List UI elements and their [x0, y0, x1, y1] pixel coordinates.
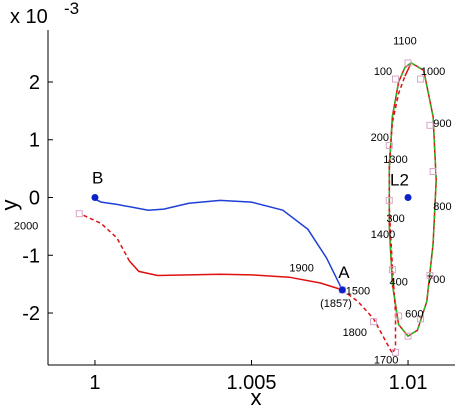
- series-line-2: [82, 214, 131, 262]
- time-annotation: 1700: [374, 354, 398, 366]
- x-axis-label: x: [251, 385, 262, 410]
- trajectory-marker: [385, 142, 393, 150]
- time-annotation: 1900: [289, 262, 313, 274]
- time-annotation: (1857): [320, 298, 352, 310]
- time-annotation: 1400: [371, 229, 395, 241]
- series-line-5: [388, 62, 437, 338]
- time-annotation: 600: [405, 309, 423, 321]
- trajectory-marker: [370, 318, 378, 326]
- trajectory-marker: [417, 75, 425, 83]
- x-tick-label: 1.01: [389, 372, 428, 394]
- trajectory-marker: [392, 348, 400, 356]
- x-tick-label: 1: [89, 372, 100, 394]
- trajectory-marker: [395, 312, 403, 320]
- time-annotation: 200: [371, 132, 389, 144]
- y-tick-label: 2: [29, 72, 40, 94]
- series-line-1: [128, 260, 343, 291]
- time-annotation: 400: [389, 276, 407, 288]
- trajectory-marker: [417, 315, 425, 323]
- point-group: B A L2: [91, 169, 412, 294]
- time-annotation: 2000: [14, 220, 38, 232]
- y-tick-label: 1: [29, 130, 40, 152]
- y-axis-label: y: [0, 200, 22, 211]
- axis-ticks: 1 1.005 1.01 -2 -1 0 1 2: [22, 72, 427, 394]
- point-label-l2: L2: [390, 171, 409, 190]
- trajectory-marker: [426, 121, 434, 129]
- trajectory-marker: [429, 168, 437, 176]
- time-annotation: 1500: [346, 286, 370, 298]
- time-annotation: 1800: [343, 327, 367, 339]
- time-annotation: 800: [433, 201, 451, 213]
- y-tick-label: -1: [22, 245, 40, 267]
- x-tick-label: 1.005: [226, 372, 276, 394]
- trajectory-marker: [404, 59, 412, 67]
- series-line-0: [94, 197, 343, 291]
- point-label-a: A: [338, 263, 350, 282]
- point-a: [338, 286, 346, 294]
- trajectory-marker: [392, 75, 400, 83]
- trajectory-marker: [75, 210, 83, 218]
- series-group: [82, 61, 437, 355]
- time-annotation: 1000: [421, 66, 445, 78]
- time-annotation: 700: [427, 274, 445, 286]
- trajectory-marker: [404, 332, 412, 340]
- point-l2: [404, 194, 412, 201]
- y-tick-label: -2: [22, 303, 40, 325]
- series-line-4: [388, 61, 437, 338]
- time-annotation: 900: [433, 118, 451, 130]
- marker-group: [75, 59, 437, 356]
- y-exponent-power: -3: [64, 0, 79, 18]
- annotation-group: 200019001500(1857)1800170014004006007003…: [14, 35, 452, 366]
- time-annotation: 1300: [383, 154, 407, 166]
- time-annotation: 1100: [393, 35, 417, 47]
- time-annotation: 100: [374, 66, 392, 78]
- trajectory-marker: [426, 271, 434, 279]
- trajectory-marker: [385, 196, 393, 204]
- y-tick-label: 0: [29, 188, 40, 210]
- time-annotation: 300: [386, 213, 404, 225]
- point-label-b: B: [92, 169, 103, 188]
- trajectory-marker: [388, 266, 396, 274]
- point-b: [91, 194, 99, 201]
- y-exponent-label: x 10: [10, 6, 48, 28]
